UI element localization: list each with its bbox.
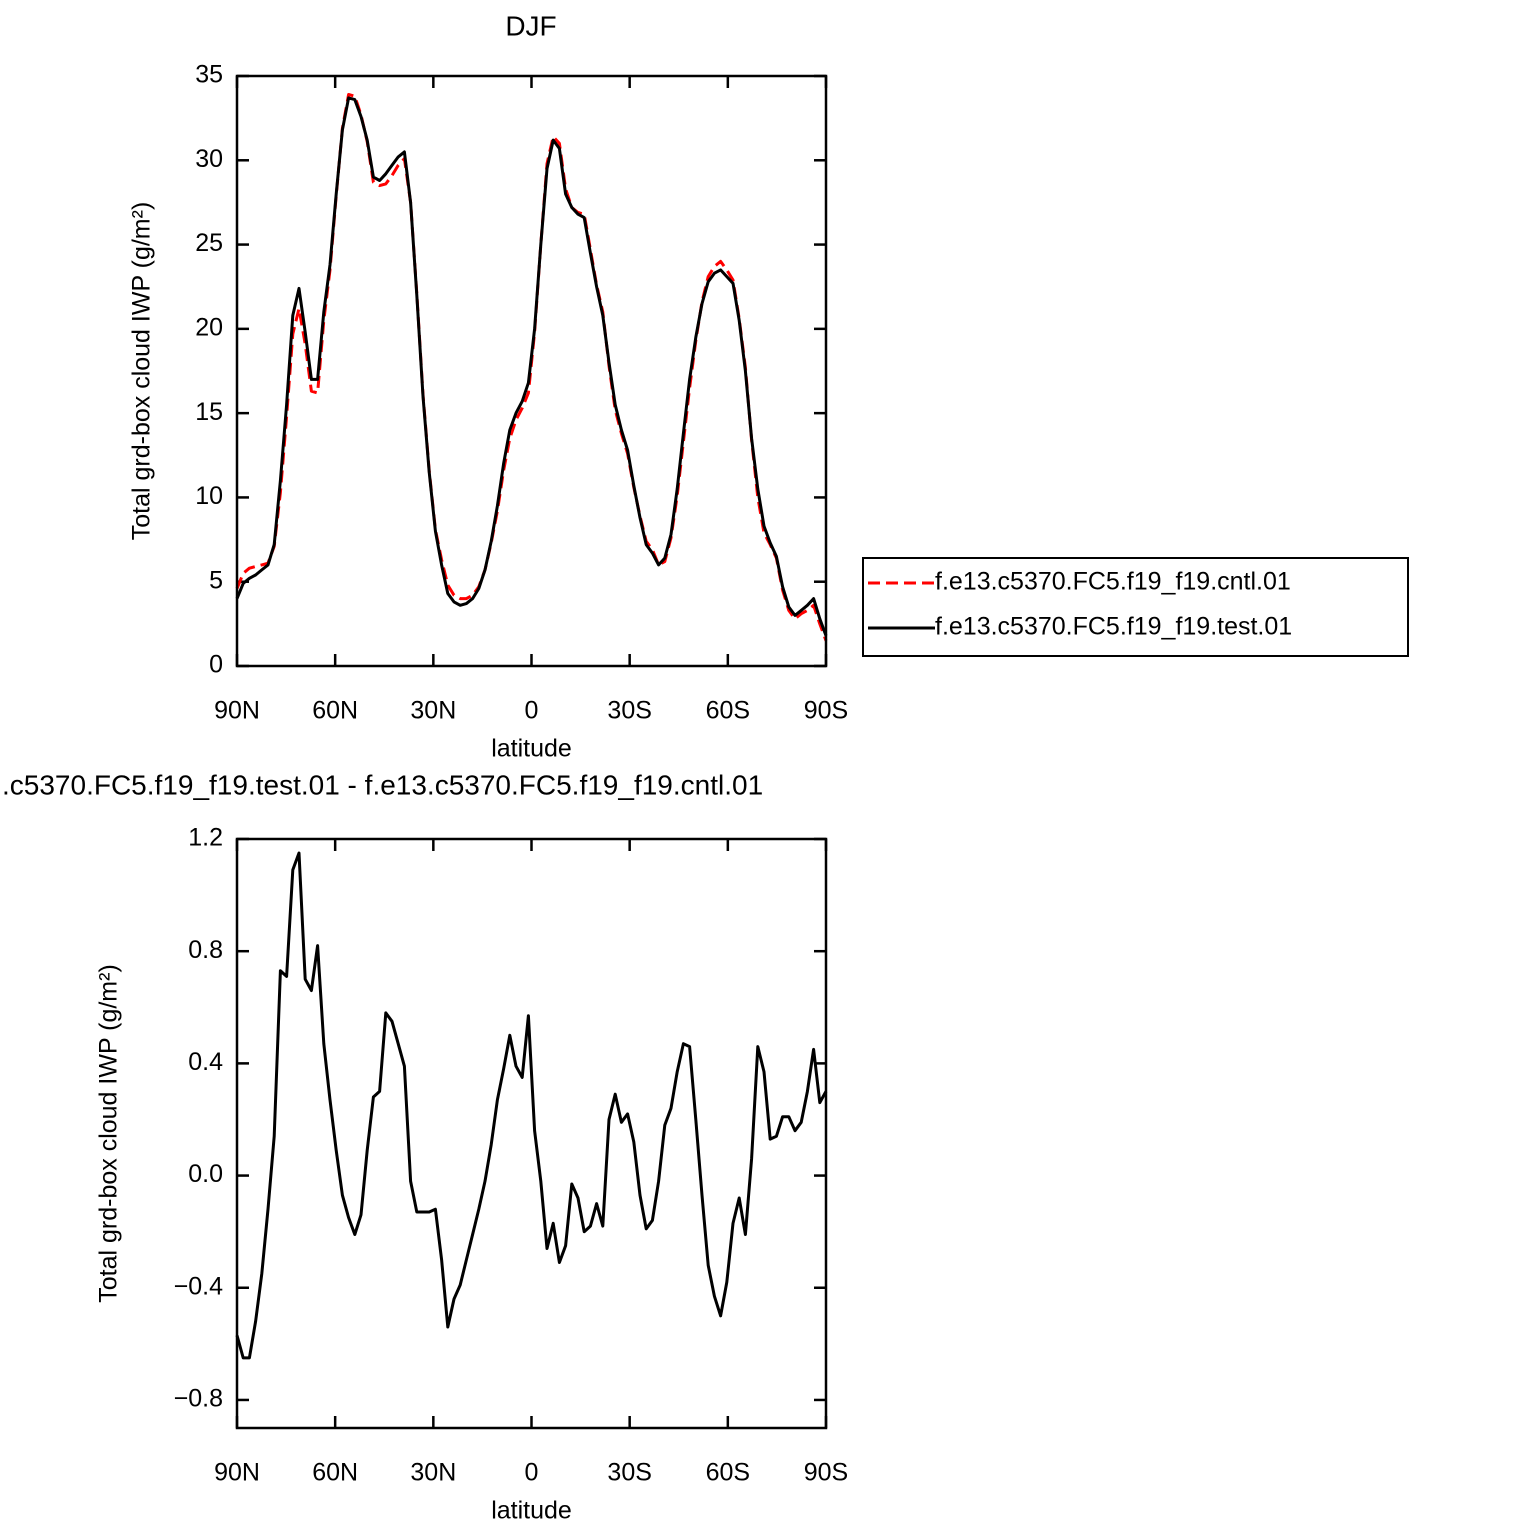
y-tick-label: 15	[195, 398, 223, 426]
x-tick-label: 60S	[706, 697, 750, 725]
x-tick-label: 30N	[410, 1459, 456, 1487]
x-tick-label: 30S	[607, 1459, 651, 1487]
x-tick-label: 90N	[214, 697, 260, 725]
y-axis-label: Total grd-box cloud IWP (g/m²)	[95, 964, 123, 1303]
x-axis-label: latitude	[491, 1497, 572, 1525]
x-axis-label: latitude	[491, 735, 572, 763]
x-tick-label: 90S	[804, 1459, 848, 1487]
y-tick-label: 1.2	[188, 824, 223, 852]
data-line	[235, 851, 828, 1360]
y-tick-label: −0.4	[174, 1272, 223, 1300]
legend-label: f.e13.c5370.FC5.f19_f19.cntl.01	[935, 568, 1291, 596]
y-tick-label: 25	[195, 229, 223, 257]
y-axis-label: Total grd-box cloud IWP (g/m²)	[128, 202, 156, 541]
y-tick-label: 30	[195, 145, 223, 173]
y-tick-label: 0.4	[188, 1048, 223, 1076]
plot-frame	[235, 74, 828, 668]
x-tick-label: 0	[525, 697, 539, 725]
x-tick-label: 30S	[607, 697, 651, 725]
data-line	[235, 96, 828, 637]
y-tick-label: 20	[195, 313, 223, 341]
chart-title: DJF	[505, 10, 556, 41]
x-tick-label: 60N	[312, 1459, 358, 1487]
x-tick-label: 90S	[804, 697, 848, 725]
x-tick-label: 90N	[214, 1459, 260, 1487]
y-tick-label: 5	[209, 566, 223, 594]
y-tick-label: 10	[195, 482, 223, 510]
y-tick-label: −0.8	[174, 1385, 223, 1413]
y-tick-label: 0	[209, 651, 223, 679]
y-tick-label: 0.0	[188, 1160, 223, 1188]
y-tick-label: 35	[195, 61, 223, 89]
x-tick-label: 60S	[706, 1459, 750, 1487]
legend-label: f.e13.c5370.FC5.f19_f19.test.01	[935, 613, 1292, 641]
x-tick-label: 60N	[312, 697, 358, 725]
y-tick-label: 0.8	[188, 936, 223, 964]
chart-title: .c5370.FC5.f19_f19.test.01 - f.e13.c5370…	[2, 769, 763, 800]
x-tick-label: 30N	[410, 697, 456, 725]
legend-box	[862, 557, 1409, 657]
x-tick-label: 0	[525, 1459, 539, 1487]
plot-frame	[235, 837, 828, 1430]
